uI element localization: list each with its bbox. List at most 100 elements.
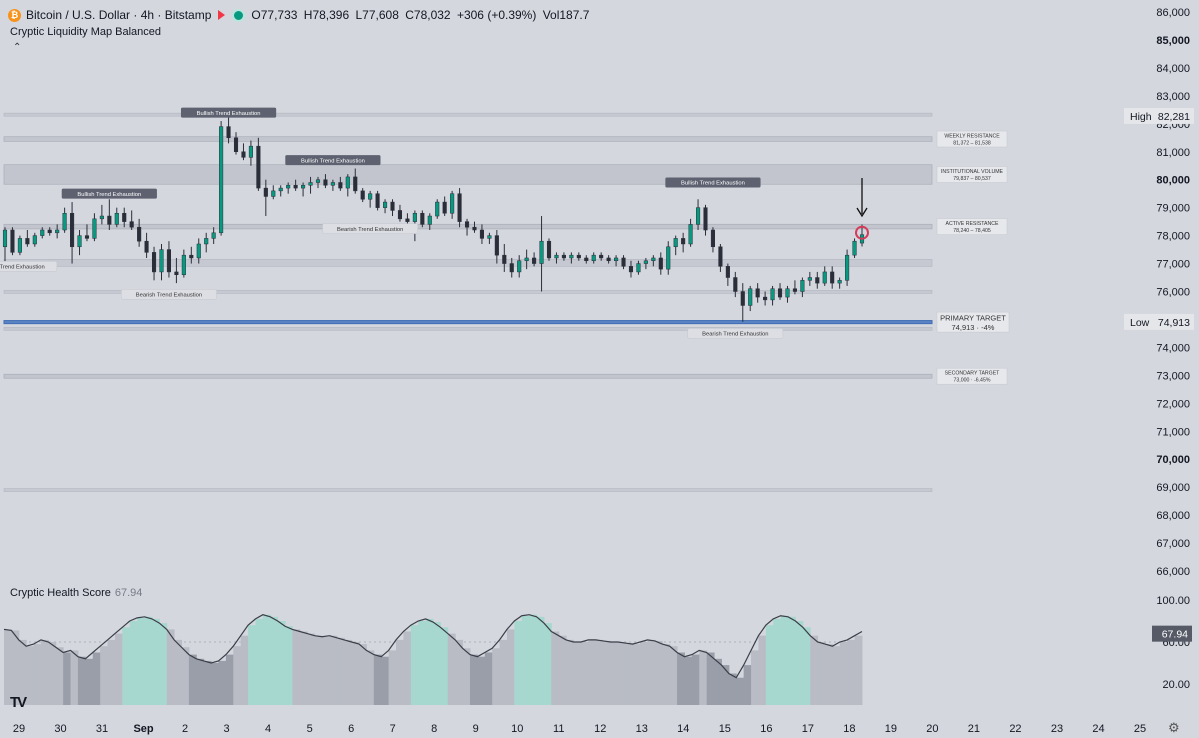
zone-band (3, 488, 933, 492)
axis-tag-label: High (1130, 111, 1152, 123)
candle-body (457, 193, 462, 222)
candle-body (390, 201, 395, 211)
health-column (285, 626, 293, 705)
health-column (225, 654, 234, 705)
health-column (684, 656, 693, 705)
candlestick-series (2, 115, 869, 322)
price-tick-label: 67,000 (1156, 538, 1190, 550)
flag-icon[interactable] (218, 10, 226, 20)
health-column (477, 656, 486, 705)
health-column (166, 629, 175, 705)
price-tick-label: 76,000 (1156, 287, 1190, 299)
health-column (580, 642, 589, 705)
candle-body (286, 185, 291, 189)
health-column (780, 615, 789, 705)
candle-body (688, 224, 693, 245)
health-column (566, 639, 575, 705)
health-column (440, 627, 449, 705)
health-column (144, 616, 153, 705)
health-column (447, 633, 456, 705)
health-column (795, 621, 804, 705)
health-column (736, 677, 745, 705)
indicator-title[interactable]: Cryptic Liquidity Map Balanced (10, 26, 162, 38)
annotation-text: Bullish Trend Exhaustion (681, 181, 745, 187)
symbol-title[interactable]: Bitcoin / U.S. Dollar · 4h · Bitstamp (26, 8, 212, 22)
candle-body (40, 229, 45, 236)
plot-background (4, 0, 1124, 717)
annotation-box (285, 155, 381, 166)
candle-body (107, 215, 112, 225)
health-column (277, 621, 286, 705)
gear-icon[interactable]: ⚙ (1168, 720, 1180, 735)
health-column (521, 615, 530, 705)
candle-body (584, 257, 589, 262)
candle-body (368, 193, 373, 200)
annotation-box (180, 107, 277, 118)
candle-body (99, 215, 104, 220)
candle-body (532, 257, 537, 264)
health-column (462, 648, 471, 705)
candle-body (710, 229, 716, 248)
candle-body (606, 257, 611, 262)
candle-body (561, 254, 566, 259)
candle-body (233, 137, 239, 152)
health-column (262, 614, 271, 705)
candle-body (703, 207, 708, 231)
market-status-icon[interactable] (232, 8, 246, 22)
high-value: H78,396 (303, 8, 350, 22)
candle-body (636, 263, 641, 273)
zone-label: PRIMARY TARGET (940, 314, 1006, 323)
candle-body (807, 277, 812, 281)
candle-body (17, 238, 22, 253)
health-column (211, 663, 219, 705)
health-column (603, 640, 612, 705)
time-tick-label: 10 (511, 723, 523, 735)
zone-label-box (936, 166, 1008, 183)
health-column (595, 639, 604, 705)
annotation-box (322, 223, 419, 234)
time-axis[interactable]: 29 30 31 Sep 2 3 4 5 6 7 8 9 10 11 12 13 14 15 16 17 18 19 20 2… (13, 723, 1146, 735)
health-score-title: Cryptic Health Score (10, 587, 111, 599)
health-column (617, 642, 626, 705)
health-column (122, 627, 131, 705)
candle-body (546, 240, 552, 259)
time-tick-label: 29 (13, 723, 25, 735)
zone-band (3, 136, 933, 142)
candle-body (569, 254, 574, 259)
candle-body (442, 201, 447, 214)
time-tick-label: Sep (133, 723, 153, 735)
candle-body (479, 229, 484, 239)
price-axis[interactable]: 86,00085,00084,00083,00082,00081,00080,0… (1124, 7, 1194, 691)
bitcoin-icon: ₿ (8, 8, 21, 22)
axis-tag-label: Low (1130, 317, 1150, 329)
axis-tag (1124, 107, 1194, 124)
health-column (832, 646, 841, 705)
health-column (299, 631, 308, 705)
candle-body (25, 238, 30, 245)
annotation-text: Bullish Trend Exhaustion (301, 158, 365, 164)
health-score-value: 67.94 (114, 587, 143, 599)
health-column (802, 627, 811, 705)
tradingview-logo[interactable]: TV (10, 694, 27, 711)
candle-body (427, 215, 432, 225)
candle-body (815, 277, 820, 284)
time-tick-label: 17 (802, 723, 814, 735)
candle-body (84, 235, 90, 239)
annotation-text: s Trend Exhaustion (0, 265, 45, 271)
health-column (322, 636, 330, 705)
candle-body (375, 193, 380, 208)
chevron-up-icon[interactable]: ⌃ (13, 42, 22, 53)
axis-tag-value: 74,913 (1158, 317, 1190, 329)
health-column (743, 665, 752, 705)
health-column (48, 642, 57, 705)
time-tick-label: 22 (1009, 723, 1021, 735)
health-column (647, 639, 656, 705)
chart-grid (4, 0, 1124, 717)
candle-body (293, 185, 298, 189)
candle-body (256, 145, 261, 189)
zone-band (3, 259, 933, 267)
candle-body (10, 229, 15, 253)
health-column (506, 629, 515, 705)
